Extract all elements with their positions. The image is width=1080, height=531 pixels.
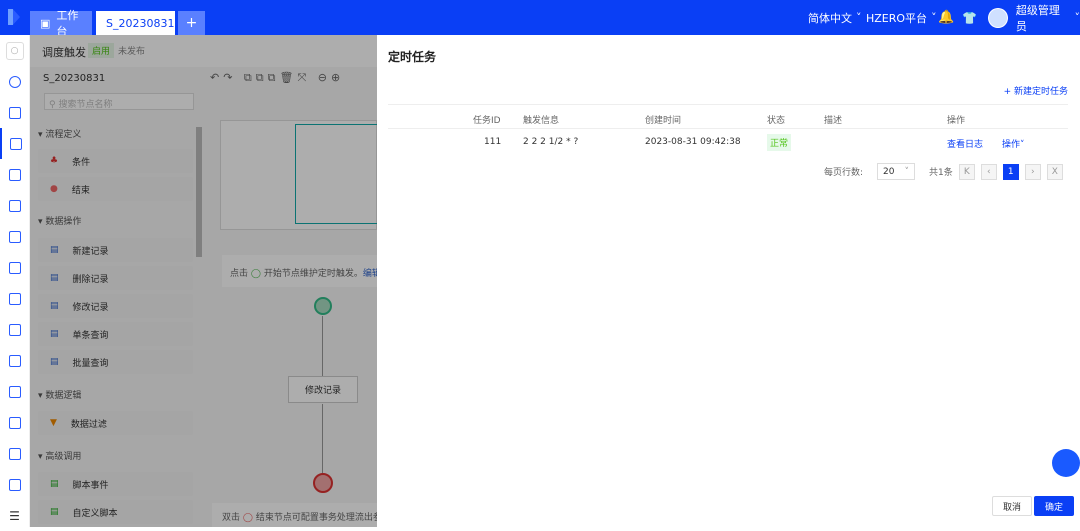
menu-icon — [9, 417, 21, 429]
menu-icon — [9, 386, 21, 398]
modal-mask[interactable] — [30, 35, 377, 527]
avatar — [988, 8, 1008, 28]
pagination: 每页行数: 20 ˅ 共1条 K ‹ 1 › X — [824, 163, 1063, 180]
chevron-down-icon: ˅ — [1075, 11, 1080, 24]
ok-button[interactable]: 确定 — [1034, 496, 1074, 516]
chevron-down-icon: ˅ — [931, 11, 937, 24]
monitor-icon: ▣ — [40, 17, 50, 30]
sidebar-search[interactable]: ○ — [0, 35, 29, 66]
menu-icon — [9, 262, 21, 274]
sidebar-item[interactable] — [0, 345, 29, 376]
top-bar: ▣工作台 S_20230831× + 简体中文˅ HZERO平台˅ 🔔 👕 超级… — [0, 0, 1080, 35]
bell-icon[interactable]: 🔔 — [938, 0, 954, 35]
actions-dropdown[interactable]: 操作˅ — [1002, 137, 1025, 150]
logo-icon — [8, 9, 20, 25]
chevron-down-icon: ˅ — [856, 11, 862, 24]
menu-icon — [9, 355, 21, 367]
sidebar-item[interactable] — [0, 376, 29, 407]
sidebar-item[interactable] — [0, 190, 29, 221]
menu-icon — [9, 448, 21, 460]
menu-icon — [9, 200, 21, 212]
menu-icon — [9, 324, 21, 336]
new-task-button[interactable]: + 新建定时任务 — [1004, 84, 1068, 97]
menu-collapse-icon: ☰ — [9, 509, 20, 523]
drawer-title: 定时任务 — [388, 48, 436, 65]
menu-icon — [9, 107, 21, 119]
tab-workbench[interactable]: ▣工作台 — [30, 11, 92, 35]
sidebar-item[interactable] — [0, 252, 29, 283]
search-icon: ○ — [6, 42, 24, 60]
page-1-button[interactable]: 1 — [1003, 164, 1019, 180]
sidebar-item[interactable] — [0, 159, 29, 190]
help-float-icon[interactable] — [1052, 449, 1080, 477]
page-size-select[interactable]: 20 ˅ — [877, 163, 915, 180]
menu-icon — [10, 138, 22, 150]
view-log-link[interactable]: 查看日志 — [947, 137, 983, 150]
menu-icon — [9, 479, 21, 491]
sidebar-item[interactable] — [0, 221, 29, 252]
next-page-button[interactable]: › — [1025, 164, 1041, 180]
sidebar-item[interactable] — [0, 438, 29, 469]
sidebar-item[interactable] — [0, 283, 29, 314]
menu-icon — [9, 231, 21, 243]
menu-icon — [9, 293, 21, 305]
tab-flow[interactable]: S_20230831× — [96, 11, 175, 35]
first-page-button[interactable]: K — [959, 164, 975, 180]
user-menu[interactable]: 超级管理员˅ — [988, 0, 1080, 35]
cancel-button[interactable]: 取消 — [992, 496, 1032, 516]
sidebar-collapse[interactable]: ☰ — [0, 500, 29, 531]
menu-icon — [9, 76, 21, 88]
status-badge: 正常 — [767, 134, 791, 151]
sidebar-item[interactable] — [0, 314, 29, 345]
menu-icon — [9, 169, 21, 181]
last-page-button[interactable]: X — [1047, 164, 1063, 180]
sidebar-item[interactable] — [0, 407, 29, 438]
sidebar-item[interactable] — [0, 469, 29, 500]
shirt-icon[interactable]: 👕 — [962, 0, 977, 35]
sidebar-item-active[interactable] — [0, 128, 29, 159]
platform-select[interactable]: HZERO平台˅ — [866, 0, 937, 35]
sidebar-item[interactable] — [0, 97, 29, 128]
sidebar-item[interactable] — [0, 66, 29, 97]
language-select[interactable]: 简体中文˅ — [808, 0, 862, 35]
prev-page-button[interactable]: ‹ — [981, 164, 997, 180]
sidebar: ○ ☰ — [0, 35, 30, 527]
scheduled-task-drawer: 定时任务 + 新建定时任务 任务ID 触发信息 创建时间 状态 描述 操作 11… — [377, 35, 1080, 527]
add-tab-button[interactable]: + — [178, 11, 205, 35]
